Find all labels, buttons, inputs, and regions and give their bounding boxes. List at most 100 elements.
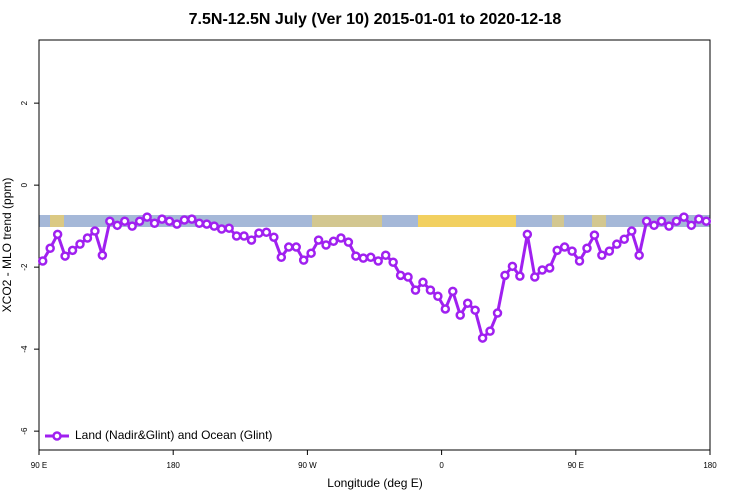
data-point [75,239,85,249]
x-tick-label: 180 [703,461,717,470]
data-point [589,230,600,240]
data-point [351,251,361,261]
data-point [559,242,570,252]
data-point [656,216,667,226]
data-point [67,245,78,256]
y-tick-label: -4 [20,345,29,353]
y-tick-label: 2 [20,100,29,105]
data-point [574,256,585,266]
plot-frame [38,39,711,451]
data-point [246,235,257,245]
data-point [500,270,510,281]
data-point [597,250,607,260]
data-point [671,216,682,226]
data-point [552,245,562,256]
data-point [440,304,451,314]
data-point [626,226,637,236]
y-tick-label: 0 [20,182,29,187]
data-point [515,271,525,281]
data-point [686,220,697,231]
data-point [284,242,294,252]
data-point [679,212,689,222]
x-tick-label: 90 E [31,461,47,470]
y-tick-label: -6 [20,427,29,435]
data-point [321,240,331,250]
data-point [298,255,309,265]
data-point [410,285,421,295]
data-point [395,270,406,281]
data-point [544,263,555,273]
data-point [448,286,458,297]
data-point [194,218,205,229]
data-point [37,256,48,266]
data-point [269,232,279,242]
data-point [492,308,503,318]
data-point [336,233,346,243]
data-point [157,214,167,224]
data-point [694,214,704,224]
data-point [649,220,659,231]
data-point [328,236,339,247]
x-tick-label: 180 [167,461,181,470]
data-point [209,221,219,231]
legend-label: Land (Nadir&Glint) and Ocean (Glint) [75,428,272,442]
data-point [701,216,712,226]
data-point [634,250,644,260]
legend-marker [52,431,62,441]
data-point [641,216,652,226]
data-point [119,216,130,226]
data-point [612,239,622,249]
data-point [239,231,249,241]
data-point [172,219,182,229]
data-point [97,250,108,260]
data-point [485,326,495,336]
data-point [537,265,547,275]
data-point [604,246,615,256]
data-point [619,234,630,245]
data-line [41,215,707,341]
data-point [112,220,123,231]
data-point [90,226,100,236]
data-point [433,291,443,301]
data-point [388,257,398,267]
data-point [276,252,287,263]
data-point [470,305,480,315]
data-point [254,228,264,238]
data-point [373,256,383,266]
data-point [582,243,592,254]
data-point [507,261,518,272]
data-point [343,237,354,247]
data-point [306,248,316,258]
data-point [134,216,145,226]
data-point [418,277,428,288]
data-point [142,212,152,222]
data-point [82,233,93,243]
data-point [664,221,674,231]
data-point [164,216,175,226]
y-tick-label: -2 [20,263,29,271]
data-point [403,272,413,282]
data-point [187,214,197,224]
x-tick-label: 90 W [298,461,317,470]
data-point [567,246,577,256]
data-point [216,224,227,234]
data-point [45,243,55,254]
x-axis-label: Longitude (deg E) [327,476,422,490]
data-point [530,272,540,282]
data-point [358,253,369,263]
y-axis-label: XCO2 - MLO trend (ppm) [0,178,14,313]
data-point [477,333,488,343]
data-point [127,221,137,231]
data-point [366,252,376,263]
data-point [105,216,115,226]
data-point [380,250,391,260]
data-point [224,223,234,233]
data-point [462,298,473,308]
data-point [425,285,436,295]
x-tick-label: 0 [439,461,444,470]
data-point [179,215,190,225]
data-point [455,310,465,320]
data-point [149,218,160,229]
data-point [231,231,242,241]
